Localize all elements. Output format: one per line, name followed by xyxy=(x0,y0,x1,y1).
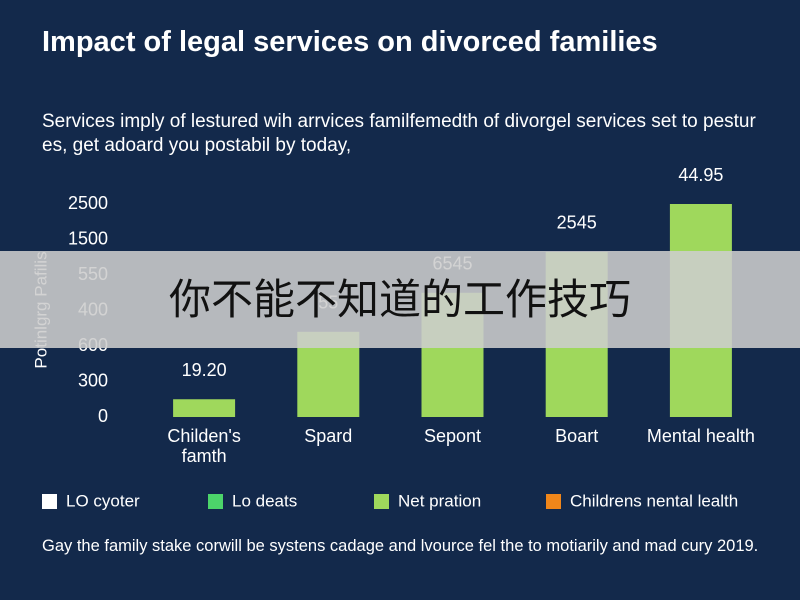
chart-subtitle: Services imply of lestured wih arrvices … xyxy=(42,111,756,156)
x-tick-label: Childen's famth xyxy=(167,426,240,466)
annotation: 2545 xyxy=(557,213,597,233)
annotation: 44.95 xyxy=(678,165,723,185)
legend-label: Net pration xyxy=(398,491,481,510)
footer: Gay the family stake corwill be systens … xyxy=(42,537,759,555)
bar xyxy=(173,399,236,417)
x-tick-label: Spard xyxy=(304,426,352,446)
y-tick-label: 1500 xyxy=(68,228,108,248)
legend-swatch xyxy=(208,494,223,509)
chart-title: Impact of legal services on divorced fam… xyxy=(42,26,658,58)
x-tick-label: Mental health xyxy=(647,426,755,446)
x-tick-label: Boart xyxy=(555,426,598,446)
x-tick-label: Sepont xyxy=(424,426,481,446)
y-tick-label: 0 xyxy=(98,406,108,426)
annotation: 19.20 xyxy=(182,360,227,380)
legend-swatch xyxy=(374,494,389,509)
legend-label: Lo deats xyxy=(232,491,297,510)
y-tick-label: 300 xyxy=(78,370,108,390)
overlay-banner: 你不能不知道的工作技巧 xyxy=(0,251,800,348)
y-tick-label: 2500 xyxy=(68,193,108,213)
legend-label: Childrens nental lealth xyxy=(570,491,738,510)
legend-label: LO cyoter xyxy=(66,491,140,510)
legend-swatch xyxy=(42,494,57,509)
legend-swatch xyxy=(546,494,561,509)
